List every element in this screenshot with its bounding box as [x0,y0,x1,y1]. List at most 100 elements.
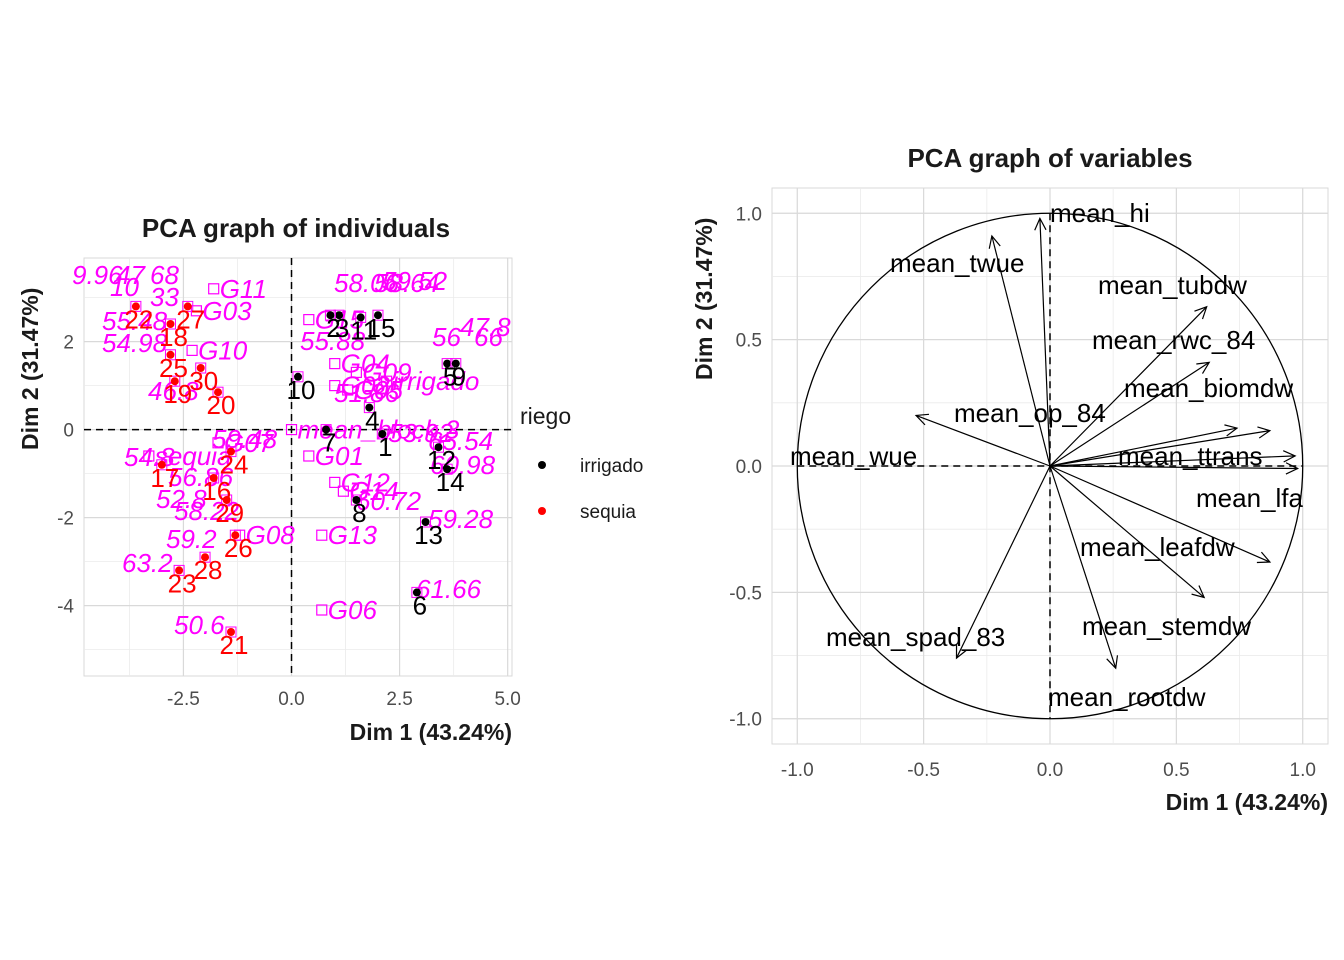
variable-label-mean-biomdw: mean_biomdw [1124,373,1293,403]
individual-label-2: 2 [326,313,340,343]
individual-label-22: 22 [124,304,153,334]
variable-label-mean-rootdw: mean_rootdw [1048,682,1206,712]
individual-point-13 [421,518,430,526]
variables-y-tick-label: 1.0 [736,204,762,225]
individuals-x-axis-title: Dim 1 (43.24%) [350,719,512,745]
individuals-y-tick-label: -2 [57,509,74,530]
supplementary-quanti-label: 50.6 [174,610,225,640]
individual-point-26 [231,531,240,540]
variable-arrowhead-mean-biomdw [1257,426,1272,439]
individual-label-15: 15 [367,313,396,343]
individual-point-30 [196,364,205,372]
individual-square-23 [173,564,185,576]
individual-label-21: 21 [220,630,249,660]
variable-arrow-mean-spad-83 [955,465,1051,659]
variable-label-mean-tubdw: mean_tubdw [1098,270,1247,300]
supplementary-quanti-label: 55.88 [300,326,366,356]
supplementary-quanti-label: 58.06 [334,268,400,298]
supplementary-label-g06: G06 [328,595,378,625]
individual-label-26: 26 [224,533,253,563]
individual-label-17: 17 [150,463,179,493]
individual-point-17 [157,460,166,469]
variable-label-mean-rwc-84: mean_rwc_84 [1092,325,1255,355]
supplementary-quanti-label: 47.8 [460,312,511,342]
variable-label-mean-lfa: mean_lfa [1196,483,1303,513]
variable-label-mean-wue: mean_wue [790,441,917,471]
individual-label-28: 28 [194,555,223,585]
individual-label-9: 9 [452,362,466,392]
variable-arrowhead-mean-rwc-84 [1196,361,1211,374]
variable-arrowhead-mean-lfa [1285,462,1300,475]
individual-point-21 [226,628,235,636]
individual-point-5 [443,359,452,368]
individual-square-7 [320,424,332,436]
supplementary-point-g03 [190,305,203,317]
individual-square-25 [164,349,176,361]
individual-square-21 [225,626,237,638]
individual-label-27: 27 [176,304,205,334]
supplementary-quanti-label: 58.64 [374,268,439,298]
variable-arrow-mean-stemdw [1049,465,1205,598]
individual-label-7: 7 [322,428,336,458]
variables-x-tick-label: 0.0 [1037,760,1063,781]
supplementary-label-g05: G05 [354,375,404,405]
individuals-x-tick-label: 2.5 [386,689,412,710]
variable-arrow-mean-op-84 [1049,427,1238,467]
variable-arrow-mean-twue [991,235,1051,467]
supplementary-label-g12: G12 [341,467,391,497]
variable-arrowhead-mean-hi [1034,216,1047,231]
individual-label-24: 24 [220,450,249,480]
supplementary-point-mean-block-3 [285,424,298,436]
variable-arrowhead-mean-ttrans [1282,450,1297,463]
legend-label-sequia: sequia [580,502,636,523]
individual-label-8: 8 [352,498,366,528]
individual-square-19 [169,375,181,387]
supplementary-label-sequia: sequia [155,441,232,471]
variable-arrow-mean-wue [915,414,1051,467]
variables-y-tick-label: -0.5 [729,583,762,604]
individual-square-13 [420,516,432,528]
supplementary-quanti-label: 52.8 [156,484,207,514]
individual-square-22 [130,300,142,312]
individual-label-30: 30 [189,366,218,396]
individual-point-23 [175,566,184,575]
supplementary-label-g10: G10 [198,335,248,365]
individuals-x-tick-label: -2.5 [167,689,200,710]
individual-point-18 [166,320,175,328]
supplementary-point-g14 [337,485,349,497]
supplementary-quanti-label: 54.98 [102,328,168,358]
supplementary-label-g15: G15 [315,305,365,335]
individual-label-20: 20 [207,390,236,420]
individual-label-18: 18 [159,322,188,352]
supplementary-quanti-label: 63.2 [122,548,173,578]
supplementary-point-sequia [143,450,155,462]
individual-point-25 [166,350,175,359]
variable-label-mean-hi: mean_hi [1050,198,1150,228]
supplementary-quanti-label: 56 [432,322,461,352]
individuals-x-tick-label: 5.0 [494,689,520,710]
supplementary-quanti-label: 53.92 [388,418,454,448]
individual-label-12: 12 [427,445,456,475]
individuals-y-tick-label: -4 [57,597,74,618]
individuals-panel-border [83,257,513,677]
supplementary-quanti-label: 9.96 [72,260,123,290]
supplementary-quanti-label: 51.86 [334,378,400,408]
variable-arrowhead-mean-twue [988,234,1001,249]
supplementary-point-g06 [316,604,328,616]
supplementary-label-g13: G13 [328,520,378,550]
supplementary-layer: G11G03G10G15G04G09G02G05irrigadomean_blo… [72,260,511,640]
individual-square-16 [208,472,220,484]
individual-point-6 [412,588,421,597]
supplementary-quanti-label: 10 [110,272,139,302]
variables-chart-title: PCA graph of variables [907,143,1192,173]
individual-square-2 [324,309,336,321]
individual-square-9 [450,358,462,370]
individual-square-26 [229,529,241,541]
individual-point-24 [226,447,235,456]
supplementary-quanti-label: 68 [150,260,179,290]
supplementary-label-g09: G09 [362,357,411,387]
individual-label-13: 13 [414,520,443,550]
variable-arrow-mean-biomdw [1049,430,1270,467]
